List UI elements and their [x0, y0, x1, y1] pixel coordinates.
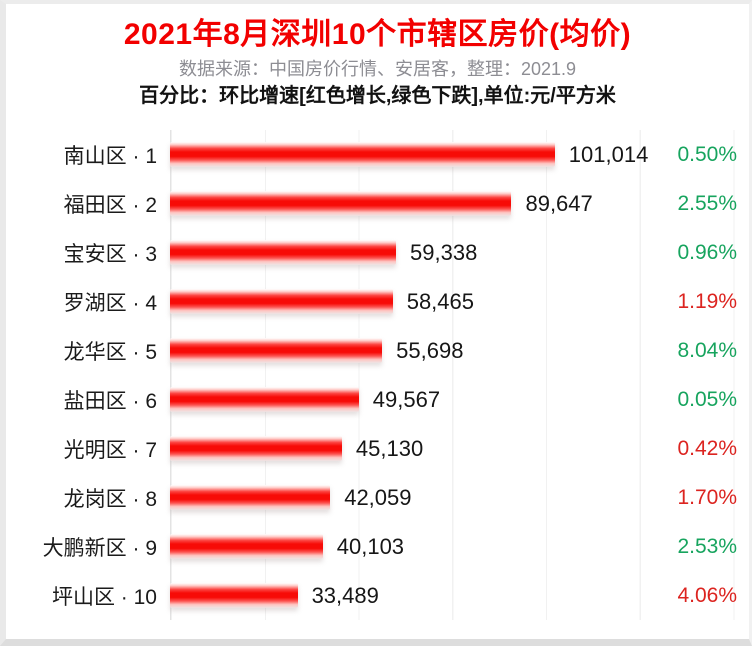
price-value-label: 33,489 — [311, 582, 379, 608]
change-percent: 2.55% — [677, 191, 737, 215]
bar-track: 33,489 — [170, 571, 749, 620]
price-bar — [170, 534, 323, 559]
price-bar — [170, 387, 359, 412]
change-percent: 4.06% — [677, 583, 737, 607]
price-value-label: 59,338 — [410, 239, 478, 265]
bar-track: 42,059 — [170, 473, 749, 522]
bar-row: 南山区 · 1 101,014 0.50% — [6, 130, 749, 179]
bar-track: 40,103 — [170, 522, 749, 571]
bar-row: 宝安区 · 3 59,338 0.96% — [6, 228, 749, 277]
district-label: 龙华区 · 5 — [63, 340, 157, 364]
bar-row: 大鹏新区 · 9 40,103 2.53% — [6, 522, 749, 571]
price-bar — [170, 289, 393, 314]
bar-row: 坪山区 · 10 33,489 4.06% — [6, 571, 749, 620]
chart-title: 2021年8月深圳10个市辖区房价(均价) — [123, 18, 632, 51]
district-label: 光明区 · 7 — [63, 438, 157, 462]
bar-row: 光明区 · 7 45,130 0.42% — [6, 424, 749, 473]
price-value-label: 89,647 — [525, 190, 593, 216]
price-bar — [170, 191, 512, 216]
district-label: 大鹏新区 · 9 — [42, 536, 157, 560]
price-value-label: 55,698 — [396, 337, 464, 363]
change-percent: 1.19% — [677, 289, 737, 313]
price-bar — [170, 485, 331, 510]
bar-row: 龙华区 · 5 55,698 8.04% — [6, 326, 749, 375]
price-bar — [170, 142, 555, 167]
district-label: 宝安区 · 3 — [63, 242, 157, 266]
bar-row: 龙岗区 · 8 42,059 1.70% — [6, 473, 749, 522]
district-label: 罗湖区 · 4 — [63, 291, 157, 315]
price-value-label: 49,567 — [372, 386, 441, 412]
price-bar — [170, 583, 298, 608]
price-value-label: 45,130 — [355, 435, 424, 461]
price-value-label: 40,103 — [336, 533, 405, 559]
change-percent: 8.04% — [677, 338, 737, 362]
price-value-label: 42,059 — [344, 484, 412, 510]
change-percent: 2.53% — [677, 534, 737, 558]
price-bar — [170, 436, 342, 461]
price-bar — [170, 240, 397, 265]
bar-track: 49,567 — [170, 375, 749, 424]
change-percent: 0.96% — [677, 240, 737, 264]
district-label: 坪山区 · 10 — [51, 585, 157, 609]
bar-chart: 南山区 · 1 101,014 0.50% 福田区 · 2 89,647 2.5… — [6, 130, 749, 620]
bar-row: 福田区 · 2 89,647 2.55% — [6, 179, 749, 228]
price-value-label: 101,014 — [568, 141, 649, 167]
change-percent: 1.70% — [677, 485, 737, 509]
bar-track: 45,130 — [170, 424, 749, 473]
change-percent: 0.42% — [677, 436, 737, 460]
bar-track: 89,647 — [170, 179, 749, 228]
price-bar — [170, 338, 383, 363]
change-percent: 0.05% — [677, 387, 737, 411]
district-label: 南山区 · 1 — [63, 144, 157, 168]
legend-note-line: 百分比：环比增速[红色增长,绿色下跌],单位:元/平方米 — [139, 85, 616, 107]
bar-row: 盐田区 · 6 49,567 0.05% — [6, 375, 749, 424]
bar-row: 罗湖区 · 4 58,465 1.19% — [6, 277, 749, 326]
bar-track: 55,698 — [170, 326, 749, 375]
district-label: 盐田区 · 6 — [63, 389, 157, 413]
bar-track: 101,014 — [170, 130, 749, 179]
data-source-line: 数据来源：中国房价行情、安居客，整理：2021.9 — [178, 59, 577, 79]
district-label: 龙岗区 · 8 — [63, 487, 157, 511]
price-value-label: 58,465 — [406, 288, 474, 314]
change-percent: 0.50% — [677, 142, 737, 166]
bar-track: 58,465 — [170, 277, 749, 326]
bar-track: 59,338 — [170, 228, 749, 277]
district-label: 福田区 · 2 — [63, 193, 157, 217]
